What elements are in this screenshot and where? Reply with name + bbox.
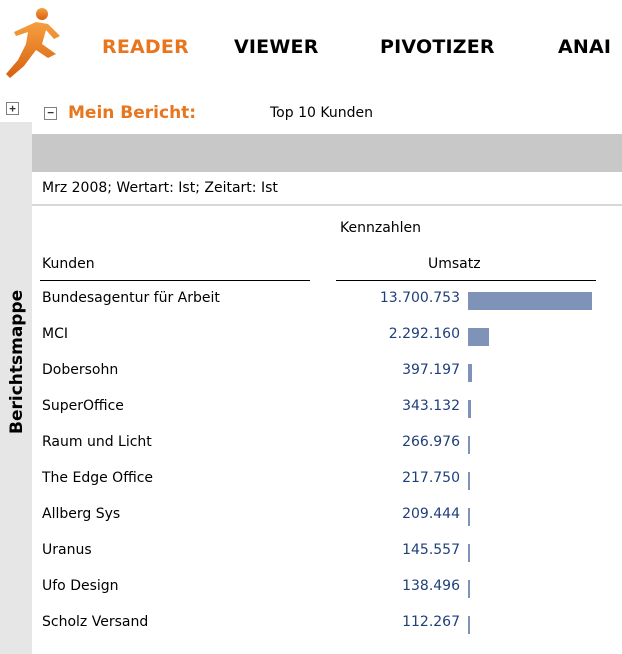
nav-pivotizer[interactable]: PIVOTIZER	[380, 36, 495, 58]
report-filter-text: Mrz 2008; Wertart: Ist; Zeitart: Ist	[42, 180, 278, 196]
umsatz-value: 266.976	[402, 434, 460, 450]
report-filter-bar: Mrz 2008; Wertart: Ist; Zeitart: Ist	[32, 174, 622, 206]
umsatz-bar	[468, 508, 470, 526]
nav-reader[interactable]: READER	[102, 36, 189, 58]
report-label: Mein Bericht:	[68, 103, 197, 123]
sidebar-tab[interactable]: Berichtsmappe	[0, 122, 32, 654]
customer-name: SuperOffice	[42, 398, 124, 414]
column-header-umsatz[interactable]: Umsatz	[428, 256, 481, 272]
table-row[interactable]: SuperOffice 343.132	[0, 398, 622, 434]
customer-name: The Edge Office	[42, 470, 154, 486]
umsatz-bar	[468, 364, 472, 382]
umsatz-bar	[468, 616, 470, 634]
nav-analyzer[interactable]: ANAI	[558, 36, 612, 58]
umsatz-value: 397.197	[402, 362, 460, 378]
kennzahlen-header: Kennzahlen	[340, 220, 422, 236]
report-header: − Mein Bericht: Top 10 Kunden	[32, 96, 622, 134]
table-row[interactable]: Uranus 145.557	[0, 542, 622, 578]
umsatz-value: 2.292.160	[388, 326, 460, 342]
table-row[interactable]: MCI 2.292.160	[0, 326, 622, 362]
collapse-report-icon[interactable]: −	[44, 107, 57, 120]
report-toolbar	[32, 134, 622, 172]
umsatz-bar	[468, 400, 471, 418]
report-name: Top 10 Kunden	[270, 105, 373, 121]
umsatz-value: 209.444	[402, 506, 460, 522]
umsatz-value: 13.700.753	[379, 290, 460, 306]
table-row[interactable]: Scholz Versand 112.267	[0, 614, 622, 650]
table-row[interactable]: The Edge Office 217.750	[0, 470, 622, 506]
top-navigation: READER VIEWER PIVOTIZER ANAI	[0, 0, 622, 96]
customer-name: Uranus	[42, 542, 92, 558]
customer-name: Bundesagentur für Arbeit	[42, 290, 220, 306]
umsatz-bar	[468, 436, 470, 454]
table-row[interactable]: Raum und Licht 266.976	[0, 434, 622, 470]
nav-viewer[interactable]: VIEWER	[234, 36, 319, 58]
customer-name: Ufo Design	[42, 578, 119, 594]
umsatz-bar	[468, 544, 470, 562]
sidebar-expand-icon[interactable]: +	[6, 102, 19, 115]
umsatz-value: 145.557	[402, 542, 460, 558]
customer-name: Dobersohn	[42, 362, 119, 378]
umsatz-bar	[468, 472, 470, 490]
umsatz-bar	[468, 580, 470, 598]
customer-name: Allberg Sys	[42, 506, 121, 522]
customer-name: Scholz Versand	[42, 614, 149, 630]
umsatz-bar	[468, 328, 489, 346]
umsatz-bar	[468, 292, 592, 310]
umsatz-value: 343.132	[402, 398, 460, 414]
table-row[interactable]: Allberg Sys 209.444	[0, 506, 622, 542]
customer-name: Raum und Licht	[42, 434, 152, 450]
table-row[interactable]: Dobersohn 397.197	[0, 362, 622, 398]
table-row[interactable]: Ufo Design 138.496	[0, 578, 622, 614]
header-rule-left	[40, 280, 310, 281]
umsatz-value: 217.750	[402, 470, 460, 486]
customer-name: MCI	[42, 326, 68, 342]
column-header-kunden[interactable]: Kunden	[42, 256, 95, 272]
table-row[interactable]: Bundesagentur für Arbeit 13.700.753	[0, 290, 622, 326]
umsatz-value: 138.496	[402, 578, 460, 594]
umsatz-value: 112.267	[402, 614, 460, 630]
runner-logo-icon[interactable]	[2, 6, 74, 90]
header-rule-right	[336, 280, 596, 281]
